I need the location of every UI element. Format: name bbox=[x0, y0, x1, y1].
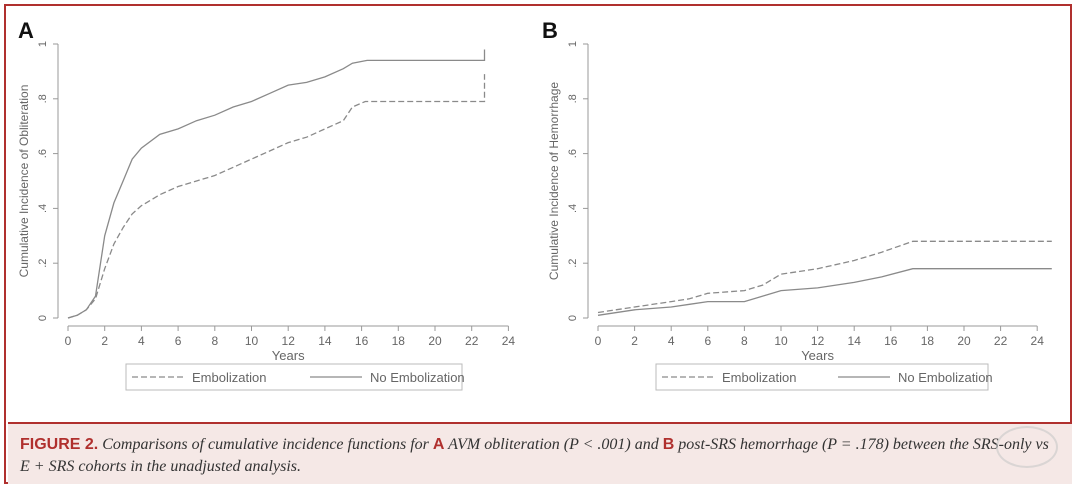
caption-text-3: post-SRS hemorrhage (P = .178) between t… bbox=[20, 436, 1049, 475]
y-axis-title: Cumulative Incidence of Obliteration bbox=[17, 85, 31, 278]
series-line-embolization bbox=[597, 240, 1052, 314]
x-tick-label: 8 bbox=[211, 334, 218, 348]
x-tick-label: 6 bbox=[704, 334, 711, 348]
y-tick-label: .8 bbox=[567, 94, 579, 103]
x-tick-label: 18 bbox=[921, 334, 935, 348]
x-tick-label: 16 bbox=[884, 334, 898, 348]
x-tick-label: 0 bbox=[65, 334, 72, 348]
caption-letter-b: B bbox=[662, 436, 675, 453]
x-tick-label: 4 bbox=[138, 334, 145, 348]
caption-label: FIGURE 2. bbox=[20, 436, 99, 453]
series-line-no-embolization bbox=[597, 268, 1052, 316]
caption-letter-a: A bbox=[432, 436, 445, 453]
x-tick-label: 12 bbox=[811, 334, 825, 348]
series-line-embolization bbox=[67, 74, 486, 319]
legend-label: No Embolization bbox=[370, 370, 465, 385]
x-tick-label: 14 bbox=[318, 334, 332, 348]
panel-label: A bbox=[18, 18, 34, 43]
x-tick-label: 4 bbox=[668, 334, 675, 348]
y-tick-label: .2 bbox=[567, 259, 579, 268]
y-tick-label: .4 bbox=[37, 204, 49, 213]
x-axis-title: Years bbox=[801, 348, 834, 363]
x-tick-label: 14 bbox=[848, 334, 862, 348]
y-tick-label: .6 bbox=[37, 149, 49, 158]
y-tick-label: .6 bbox=[567, 149, 579, 158]
x-axis-title: Years bbox=[272, 348, 305, 363]
x-tick-label: 18 bbox=[392, 334, 406, 348]
x-tick-label: 22 bbox=[994, 334, 1008, 348]
x-tick-label: 10 bbox=[774, 334, 788, 348]
legend-label: No Embolization bbox=[898, 370, 993, 385]
y-tick-label: 1 bbox=[37, 41, 49, 47]
x-tick-label: 12 bbox=[282, 334, 296, 348]
y-tick-label: 0 bbox=[567, 315, 579, 321]
x-tick-label: 0 bbox=[595, 334, 602, 348]
x-tick-label: 22 bbox=[465, 334, 479, 348]
panel-label: B bbox=[542, 18, 558, 43]
x-tick-label: 8 bbox=[741, 334, 748, 348]
panel-a: A0.2.4.6.810 2 4 6 8 10 12 14 16 18 20 22 24YearsCum… bbox=[17, 18, 516, 391]
x-tick-label: 6 bbox=[175, 334, 182, 348]
x-tick-label: 16 bbox=[355, 334, 369, 348]
figure-caption: FIGURE 2. Comparisons of cumulative inci… bbox=[8, 422, 1072, 484]
x-tick-label: 2 bbox=[631, 334, 638, 348]
x-tick-label: 20 bbox=[428, 334, 442, 348]
x-tick-label: 10 bbox=[245, 334, 259, 348]
caption-text-1: Comparisons of cumulative incidence func… bbox=[98, 436, 433, 453]
y-tick-label: .4 bbox=[567, 204, 579, 213]
x-tick-label: 24 bbox=[502, 334, 516, 348]
panel-b: B0.2.4.6.810 2 4 6 8 10 12 14 16 18 20 22 24YearsCum… bbox=[542, 18, 1052, 391]
y-tick-label: .2 bbox=[37, 259, 49, 268]
x-tick-label: 2 bbox=[101, 334, 108, 348]
figure-frame: A 0.2.4.6.8 1 0 2 4 6 8 10 12 14 16 18 20 22 24 Years Cum… bbox=[4, 4, 1072, 484]
caption-text-2: AVM obliteration (P < .001) and bbox=[444, 436, 663, 453]
legend-label: Embolization bbox=[722, 370, 796, 385]
y-tick-label: 0 bbox=[37, 315, 49, 321]
y-tick-label: 1 bbox=[567, 41, 579, 47]
y-axis-title: Cumulative Incidence of Hemorrhage bbox=[547, 82, 561, 280]
y-tick-label: .8 bbox=[37, 94, 49, 103]
figure-svg: A0.2.4.6.810 2 4 6 8 10 12 14 16 18 20 22 24YearsCum… bbox=[17, 18, 1052, 391]
watermark-logo bbox=[996, 426, 1058, 468]
x-tick-label: 24 bbox=[1031, 334, 1045, 348]
legend-label: Embolization bbox=[192, 370, 266, 385]
series-line-no-embolization bbox=[67, 49, 486, 319]
x-tick-label: 20 bbox=[957, 334, 971, 348]
